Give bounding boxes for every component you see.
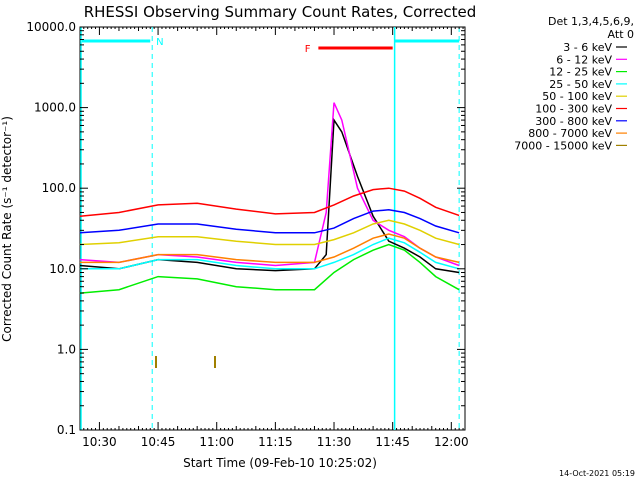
y-tick-label: 1.0 — [57, 342, 76, 356]
legend-label: 50 - 100 keV — [542, 90, 612, 103]
legend-label: 12 - 25 keV — [549, 66, 612, 79]
series-line-2 — [79, 243, 460, 294]
series-line-0 — [79, 117, 460, 274]
y-tick-label: 10.0 — [49, 262, 76, 276]
x-tick-label: 11:45 — [375, 435, 410, 449]
x-tick-label: 11:00 — [199, 435, 234, 449]
annotation-f: F — [305, 44, 311, 55]
y-tick-label: 0.1 — [57, 423, 76, 437]
plot-frame — [79, 26, 466, 431]
plot-border — [79, 26, 466, 431]
y-tick-label: 10000.0 — [26, 20, 76, 34]
series-layer — [79, 102, 460, 294]
legend-header-line2: Att 0 — [608, 28, 634, 41]
series-line-5 — [79, 187, 460, 217]
series-line-4 — [79, 219, 460, 246]
chart-title: RHESSI Observing Summary Count Rates, Co… — [84, 3, 477, 21]
y-tick-label: 1000.0 — [34, 101, 76, 115]
legend-label: 300 - 800 keV — [535, 115, 612, 128]
axes-layer: 0.1 1.0 10.0 100.0 1000.0 10000.0 10:30 10:45 11… — [26, 20, 468, 449]
legend-label: 25 - 50 keV — [549, 78, 612, 91]
series-line-3 — [79, 237, 460, 270]
x-tick-label: 11:30 — [317, 435, 352, 449]
x-tick-label: 12:00 — [434, 435, 469, 449]
legend-label: 100 - 300 keV — [535, 103, 612, 116]
x-tick-label: 10:45 — [141, 435, 176, 449]
series-line-7 — [79, 233, 460, 264]
legend-label: 800 - 7000 keV — [528, 127, 612, 140]
x-tick-label: 11:15 — [258, 435, 293, 449]
series-line-1 — [79, 102, 460, 267]
y-tick-label: 100.0 — [42, 181, 76, 195]
legend-label: 6 - 12 keV — [556, 53, 612, 66]
x-axis-label: Start Time (09-Feb-10 10:25:02) — [183, 456, 377, 470]
legend-label: 3 - 6 keV — [563, 41, 612, 54]
legend-label: 7000 - 15000 keV — [514, 139, 612, 152]
y-axis-label: Corrected Count Rate (s⁻¹ detector⁻¹) — [0, 116, 14, 342]
footer-date: 14-Oct-2021 05:19 — [559, 469, 635, 478]
legend-header-line1: Det 1,3,4,5,6,9, — [548, 15, 634, 28]
series-line-6 — [79, 209, 460, 234]
annotation-n: N — [156, 37, 163, 48]
spacecraft-markers: NF — [80, 27, 460, 430]
x-tick-label: 10:30 — [82, 435, 117, 449]
